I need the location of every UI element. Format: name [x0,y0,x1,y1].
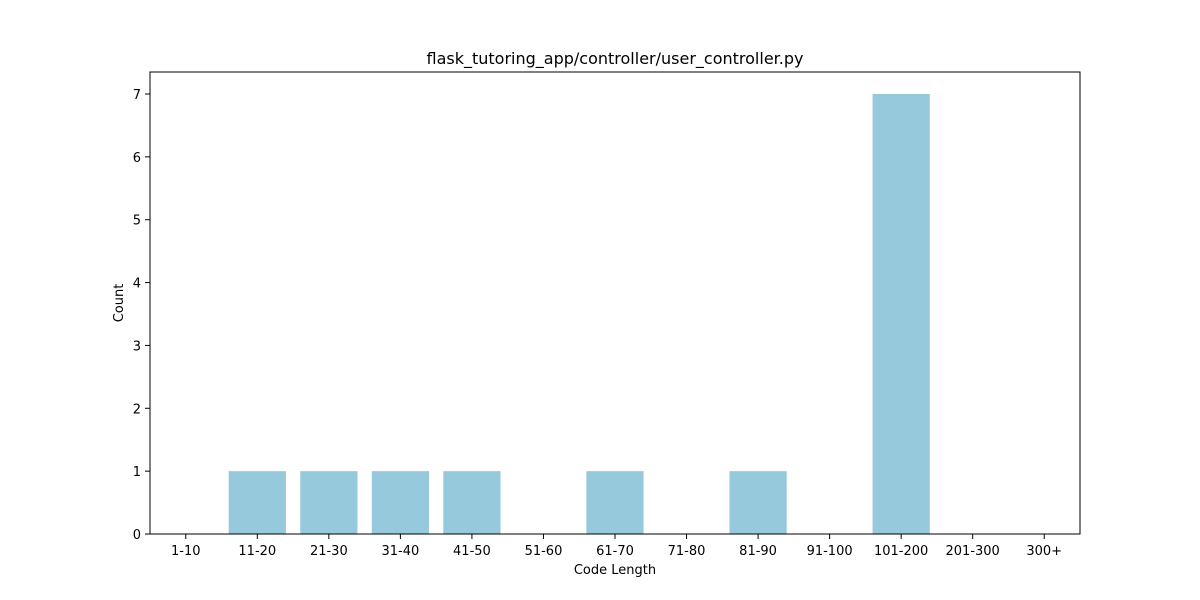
chart-title: flask_tutoring_app/controller/user_contr… [427,49,804,69]
x-tick-label: 101-200 [874,544,928,559]
x-axis: 1-10 11-20 21-30 31-40 41-50 51-60 61-70 71-80 8… [171,534,1062,559]
x-tick-label: 41-50 [453,544,491,559]
bar-21-30 [300,471,358,534]
y-tick-label: 0 [133,528,141,543]
y-tick-label: 3 [133,339,141,354]
bar-11-20 [228,471,286,534]
bar-31-40 [371,471,429,534]
y-tick-label: 5 [133,214,141,229]
x-tick-label: 300+ [1026,544,1062,559]
y-axis-label: Count [112,284,127,323]
bar-81-90 [729,471,787,534]
x-tick-label: 61-70 [596,544,634,559]
x-tick-label: 21-30 [310,544,348,559]
y-axis: 0 1 2 3 4 5 6 7 [133,88,150,543]
x-tick-label: 51-60 [525,544,563,559]
x-tick-label: 11-20 [238,544,276,559]
x-tick-label: 91-100 [807,544,853,559]
axes-frame [149,71,1081,535]
plot-area [228,94,930,534]
x-tick-label: 81-90 [739,544,777,559]
x-tick-label: 1-10 [171,544,201,559]
y-tick-label: 1 [133,465,141,480]
x-axis-label: Code Length [574,563,656,578]
bar-61-70 [586,471,644,534]
x-tick-label: 201-300 [946,544,1000,559]
bar-41-50 [443,471,501,534]
y-tick-label: 2 [133,402,141,417]
y-tick-label: 6 [133,151,141,166]
bar-101-200 [872,94,930,534]
x-tick-label: 71-80 [668,544,706,559]
y-tick-label: 4 [133,277,141,292]
x-tick-label: 31-40 [381,544,419,559]
y-tick-label: 7 [133,88,141,103]
